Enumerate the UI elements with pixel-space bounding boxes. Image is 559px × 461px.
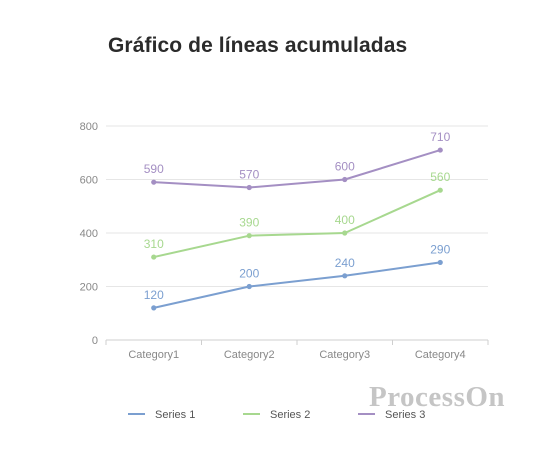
series-2-point-3 — [342, 230, 348, 236]
series-1-point-2 — [246, 283, 252, 290]
series-2-point-4 — [437, 187, 443, 193]
legend-label-series-3: Series 3 — [385, 409, 425, 421]
legend: Series 1 Series 2 Series 3 — [128, 409, 425, 421]
y-tick-label-600: 600 — [80, 175, 98, 187]
series-2-data-label-4: 560 — [430, 170, 450, 184]
y-tick-label-400: 400 — [80, 228, 98, 240]
legend-label-series-1: Series 1 — [155, 409, 195, 421]
y-tick-label-800: 800 — [80, 121, 98, 133]
legend-label-series-2: Series 2 — [270, 409, 310, 421]
series-1-data-label-3: 240 — [335, 256, 355, 270]
series-3-point-2 — [246, 184, 252, 191]
x-tick-label-4: Category4 — [415, 349, 466, 361]
series-1-data-label-2: 200 — [239, 267, 259, 281]
x-tick-label-1: Category1 — [128, 349, 179, 361]
series-2-point-1 — [151, 254, 157, 260]
series-3-data-label-3: 600 — [335, 160, 355, 174]
series-3-line — [152, 149, 442, 189]
axis-layer: 0 200 400 600 800 Category1 Category2 Category3… — [80, 121, 489, 361]
y-tick-label-200: 200 — [80, 282, 98, 294]
series-1-point-3 — [342, 273, 348, 279]
series-1-point-1 — [151, 305, 157, 311]
series-3-point-3 — [342, 176, 348, 183]
series-2-line — [152, 189, 442, 259]
series-3-point-4 — [437, 147, 443, 153]
y-tick-label-0: 0 — [92, 335, 98, 347]
series-1-point-4 — [437, 259, 443, 266]
x-tick-label-3: Category3 — [319, 349, 370, 361]
processon-watermark: ProcessOn — [369, 381, 506, 413]
x-tick-label-2: Category2 — [224, 349, 275, 361]
series-1-line — [152, 261, 442, 309]
series-3-data-label-4: 710 — [430, 130, 450, 144]
data-label-layer: 120 200 240 290 310 390 400 560 590 570 600 710 — [144, 130, 451, 302]
series-1-data-label-4: 290 — [430, 242, 450, 256]
series-3-point-1 — [151, 179, 157, 185]
series-2-point-2 — [246, 233, 252, 239]
series-3-data-label-2: 570 — [239, 168, 259, 182]
grid-layer — [106, 125, 488, 287]
chart-title: Gráfico de líneas acumuladas — [108, 34, 408, 57]
series-2-data-label-1: 310 — [144, 237, 164, 251]
series-1-data-label-1: 120 — [144, 288, 164, 302]
series-2-data-label-3: 400 — [335, 213, 355, 227]
series-2-data-label-2: 390 — [239, 216, 259, 230]
series-layer — [151, 147, 443, 311]
series-3-data-label-1: 590 — [144, 162, 164, 176]
